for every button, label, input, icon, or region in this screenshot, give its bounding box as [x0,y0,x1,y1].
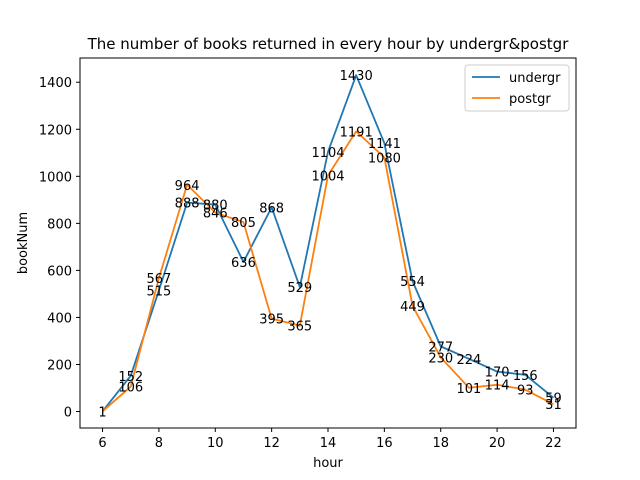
y-tick-label: 1200 [39,123,72,138]
data-label: 846 [203,207,228,222]
data-label: 636 [231,256,256,271]
data-label: 554 [400,275,425,290]
data-label: 365 [287,320,312,335]
data-label: 449 [400,300,425,315]
data-label: 1080 [368,152,401,167]
x-tick-label: 8 [155,436,163,451]
y-tick-label: 0 [64,406,72,421]
data-label: 529 [287,281,312,296]
data-label: 868 [259,201,284,216]
data-label: 1191 [340,125,373,140]
series-layer [101,74,555,412]
data-label: 395 [259,313,284,328]
y-tick-label: 1000 [39,170,72,185]
data-label: 170 [485,366,510,381]
x-tick-label: 16 [376,436,393,451]
x-tick-label: 20 [489,436,506,451]
data-label: 152 [118,370,143,385]
legend-label-postgr: postgr [509,92,551,107]
y-tick-label: 400 [47,311,72,326]
data-label: 805 [231,216,256,231]
y-tick-label: 800 [47,217,72,232]
data-label: 230 [428,351,453,366]
data-label: 1141 [368,137,401,152]
series-line-postgr [101,130,554,412]
data-label: 888 [175,197,200,212]
legend-label-undergr: undergr [509,71,561,86]
data-label: 101 [456,382,481,397]
data-label: 277 [428,340,453,355]
data-label: 964 [175,179,200,194]
x-tick-label: 6 [98,436,106,451]
chart-title: The number of books returned in every ho… [87,35,570,53]
legend: undergr postgr [464,64,570,112]
data-label: 156 [513,369,538,384]
data-label: 224 [456,353,481,368]
x-tick-label: 14 [320,436,337,451]
data-label: 515 [146,284,171,299]
data-label: 114 [485,379,510,394]
data-label: 1004 [311,169,344,184]
x-tick-label: 10 [207,436,224,451]
data-label: 93 [517,384,534,399]
data-label: 106 [118,381,143,396]
y-axis-label: bookNum [16,212,31,274]
series-line-undergr [101,74,555,412]
data-label: 59 [545,392,562,407]
y-axis-ticks: 0 200 400 600 800 1000 1200 1400 [39,76,80,421]
x-tick-label: 12 [263,436,280,451]
data-label: 1104 [311,146,344,161]
data-label: 1430 [340,69,373,84]
data-label: 1 [98,405,106,420]
x-axis-ticks: 6 8 10 12 14 16 18 20 22 [98,428,562,451]
data-label: 567 [146,272,171,287]
data-label: 880 [203,199,228,214]
data-label: 31 [545,398,562,413]
x-tick-label: 18 [432,436,449,451]
x-tick-label: 22 [545,436,562,451]
x-axis-label: hour [313,456,343,471]
y-tick-label: 1400 [39,76,72,91]
y-tick-label: 600 [47,264,72,279]
y-tick-label: 200 [47,358,72,373]
